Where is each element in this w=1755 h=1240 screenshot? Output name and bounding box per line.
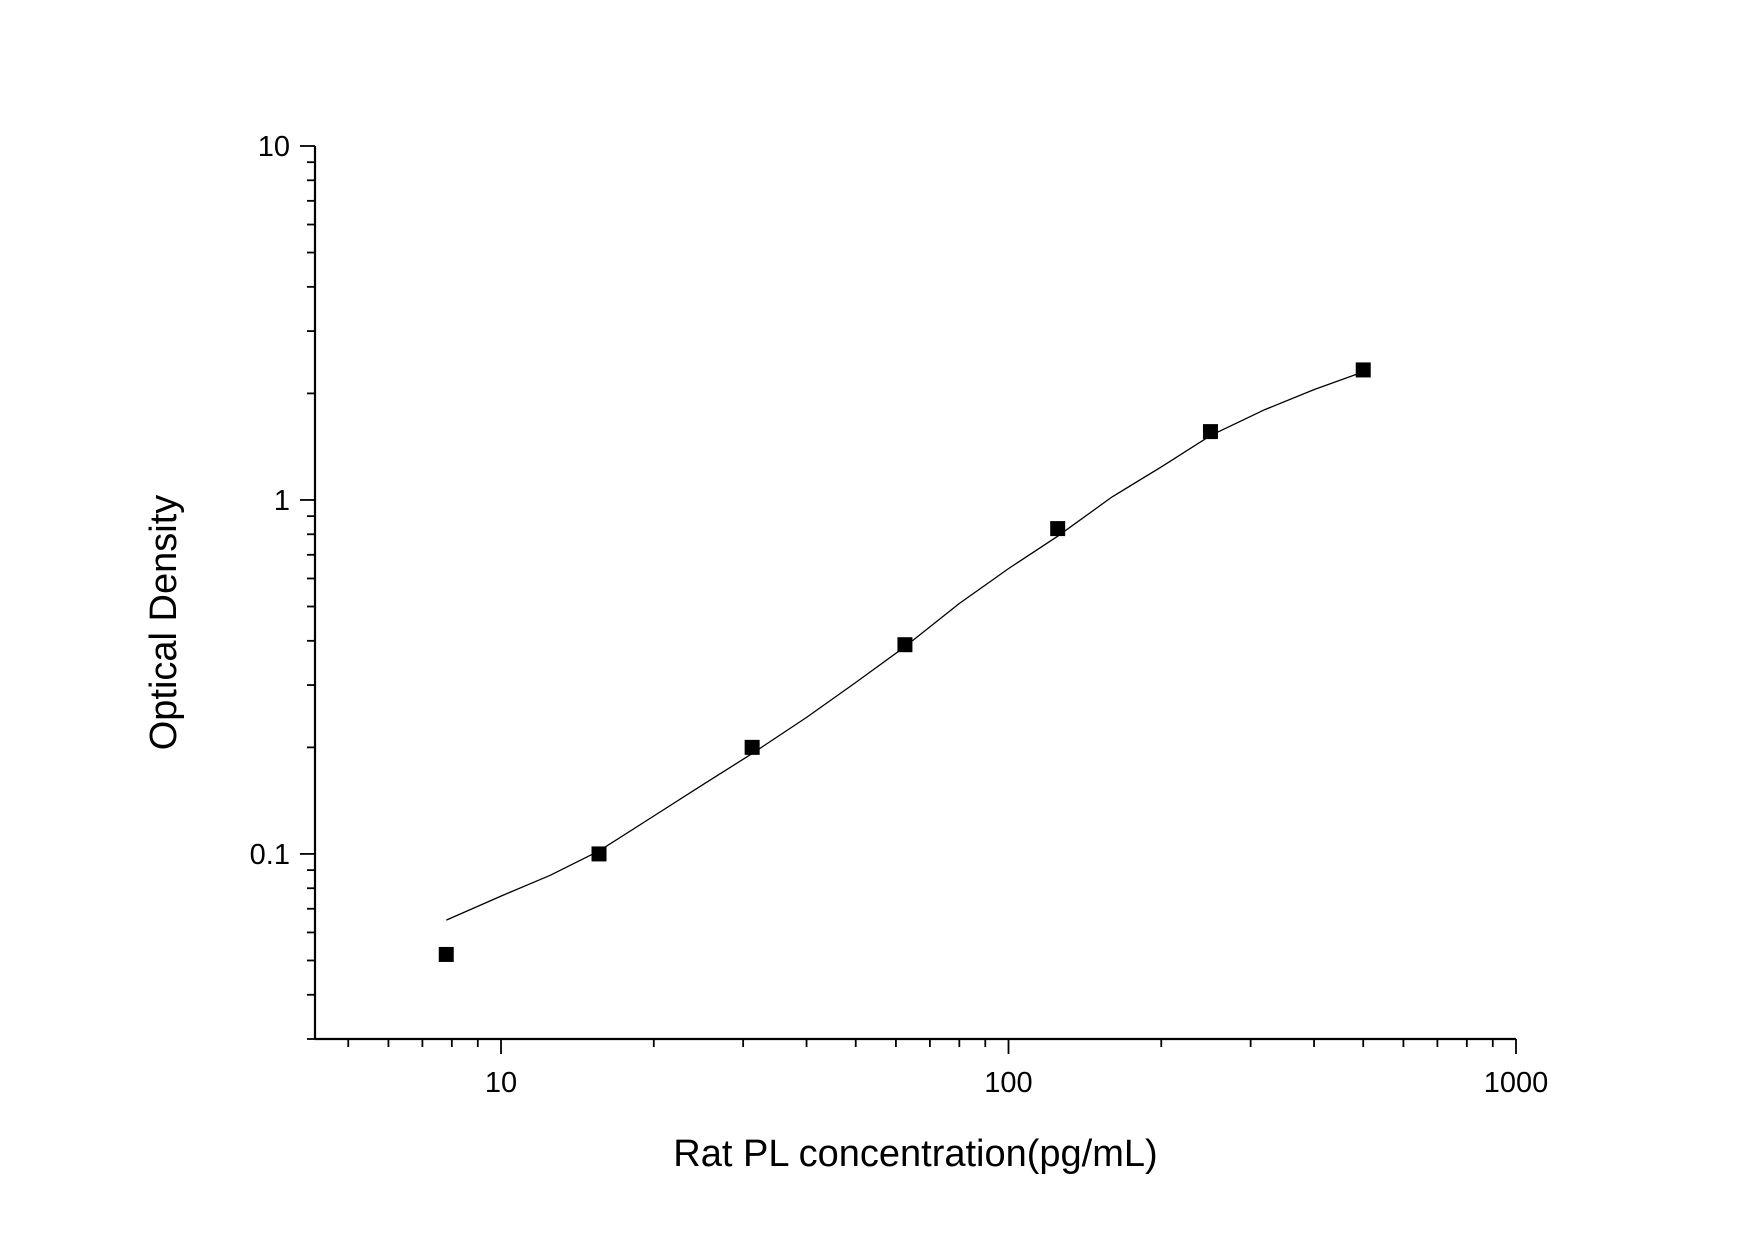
y-axis-title: Optical Density [143, 495, 185, 751]
x-ticks: 10 100 1000 [347, 1039, 1549, 1099]
data-point [1355, 362, 1371, 378]
data-point [744, 739, 760, 755]
axes [313, 146, 1516, 1041]
x-tick-label: 10 [485, 1067, 517, 1099]
data-point [1050, 521, 1066, 537]
y-tick-label: 0.1 [250, 839, 290, 871]
x-tick-label: 1000 [1484, 1067, 1549, 1099]
y-tick-label: 10 [258, 131, 290, 163]
data-point [897, 637, 913, 653]
data-point [438, 946, 454, 962]
y-tick-label: 1 [274, 485, 290, 517]
x-tick-label: 100 [984, 1067, 1032, 1099]
x-axis-title: Rat PL concentration(pg/mL) [673, 1133, 1157, 1175]
y-ticks: 0.1 1 10 [250, 131, 315, 1040]
data-point [591, 846, 607, 862]
data-points [438, 362, 1371, 962]
data-point [1202, 424, 1218, 440]
